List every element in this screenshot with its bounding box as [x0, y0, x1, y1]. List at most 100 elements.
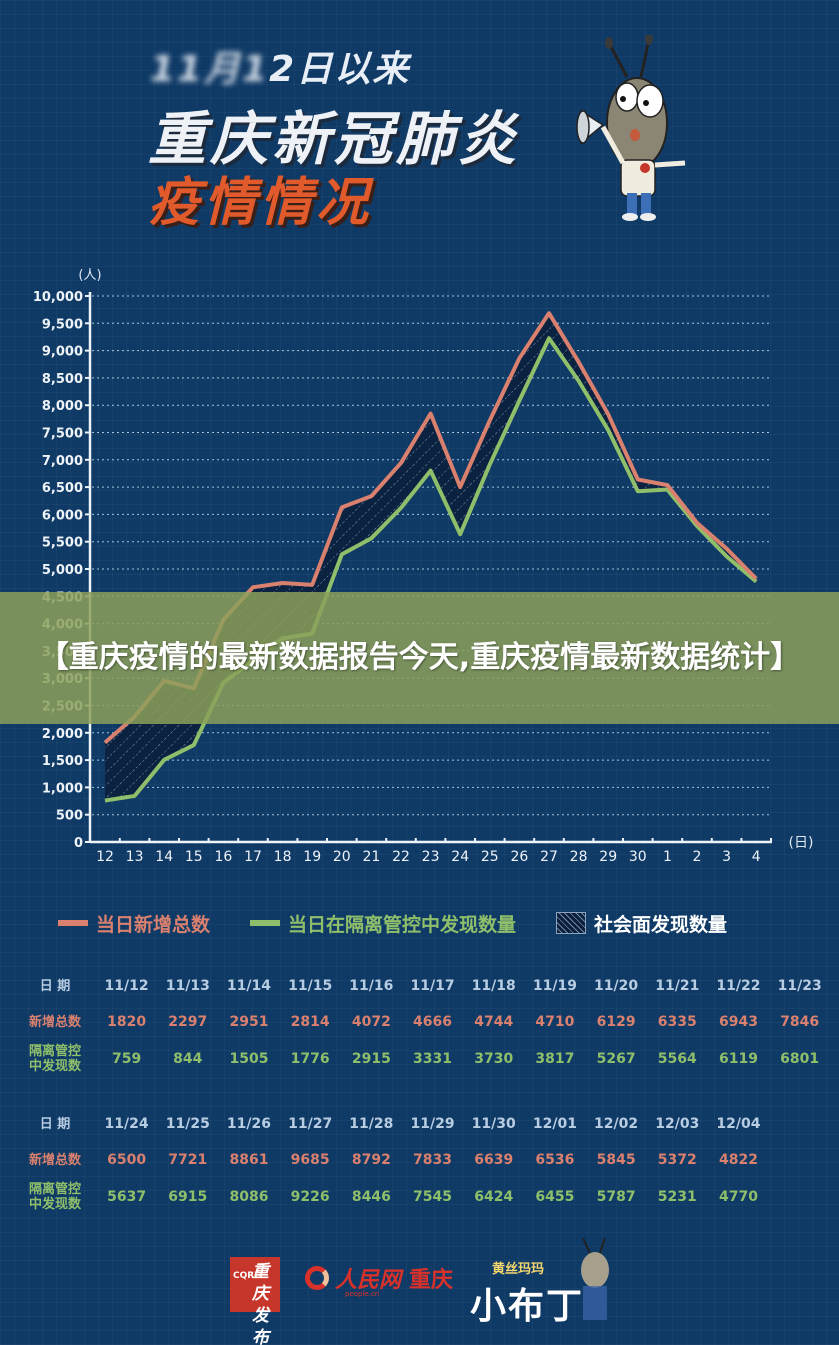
x-tick-label: 3 [722, 849, 731, 865]
logo3-small: 黄丝玛玛 [492, 1262, 545, 1277]
legend-label: 社会面发现数量 [594, 913, 728, 936]
logo1-letters: CQRE [233, 1271, 261, 1281]
row-header-date: 日 期 [39, 978, 71, 994]
table-cell-quarantine: 4770 [718, 1189, 758, 1205]
table-row-dates: 日 期 11/12 11/13 11/14 11/15 11/16 11/17 11/18 1… [14, 975, 839, 997]
legend-label: 当日在隔离管控中发现数量 [288, 913, 517, 936]
logo2-sub: people.cn [345, 1290, 380, 1298]
y-tick-label: 6,000 [42, 508, 83, 523]
y-tick-label: 10,000 [33, 290, 83, 305]
table-cell-quarantine: 6119 [718, 1051, 758, 1067]
table-row-dates: 日 期 11/24 11/25 11/26 11/27 11/28 11/29 11/30 1… [14, 1113, 839, 1135]
table-cell-quarantine: 5564 [657, 1051, 697, 1067]
x-tick-label: 1 [663, 849, 672, 865]
logo2-city: 重庆 [409, 1268, 454, 1293]
table-cell-date: 11/18 [471, 978, 516, 994]
line-chart: 05001,0001,5002,0002,5003,0003,5004,0004… [33, 268, 814, 865]
y-tick-label: 0 [74, 836, 83, 851]
table-cell-quarantine: 1776 [290, 1051, 330, 1067]
x-axis-label: (日) [789, 835, 814, 851]
logo2-main: 人民网 [335, 1268, 402, 1293]
social-discovery-area [105, 313, 757, 801]
table-cell-total: 9685 [290, 1152, 330, 1168]
y-tick-label: 1,500 [42, 754, 83, 769]
x-tick-label: 16 [214, 849, 232, 865]
x-tick-label: 2 [693, 849, 702, 865]
table-cell-date: 11/27 [288, 1116, 333, 1132]
table-cell-quarantine: 7545 [413, 1189, 453, 1205]
table-cell-date: 11/24 [104, 1116, 149, 1132]
row-header-date: 日 期 [39, 1116, 71, 1132]
x-axis-tick-labels: 12 13 14 15 16 17 18 19 20 21 22 23 24 25 26 27 28 29 30 1 2… [96, 838, 772, 865]
x-tick-label: 13 [126, 849, 144, 865]
header-date-text: 2日以来 [269, 49, 411, 90]
table-cell-date: 11/14 [226, 978, 271, 994]
x-tick-label: 25 [481, 849, 499, 865]
table-cell-total: 2951 [229, 1014, 269, 1030]
x-tick-label: 21 [362, 849, 380, 865]
table-cell-date: 11/28 [349, 1116, 394, 1132]
table-cell-quarantine: 5267 [596, 1051, 636, 1067]
table-cell-quarantine: 8086 [229, 1189, 269, 1205]
table-cell-total: 8861 [229, 1152, 269, 1168]
legend-item-total: 当日新增总数 [58, 910, 210, 937]
table-cell-date: 11/19 [532, 978, 577, 994]
table-cell-total: 4710 [535, 1014, 575, 1030]
table-cell-total: 4822 [718, 1152, 758, 1168]
people-daily-circle-icon [305, 1266, 329, 1290]
header-date-range: 11月12日以来 [150, 40, 410, 92]
y-tick-label: 7,500 [42, 427, 83, 442]
data-table-1: 日 期 11/12 11/13 11/14 11/15 11/16 11/17 11/18 1… [14, 975, 839, 1077]
banner-text: 【重庆疫情的最新数据报告今天,重庆疫情最新数据统计】 [38, 640, 801, 675]
table-cell-quarantine: 759 [111, 1051, 142, 1067]
table-cell-total: 4072 [351, 1014, 391, 1030]
table-cell-total: 4666 [413, 1014, 453, 1030]
table-cell-quarantine: 5231 [657, 1189, 697, 1205]
table-cell-quarantine: 6915 [168, 1189, 208, 1205]
logo-chongqing-release: CQRE 重庆发布 [230, 1257, 280, 1345]
row-header-quarantine: 隔离管控中发现数 [28, 1044, 81, 1074]
table-row-total: 新增总数 6500 7721 8861 9685 8792 7833 6639 6536 584… [14, 1147, 839, 1173]
table-cell-total: 8792 [351, 1152, 391, 1168]
table-cell-date: 11/17 [410, 978, 455, 994]
table-cell-total: 7846 [780, 1014, 820, 1030]
table-cell-date: 11/26 [226, 1116, 271, 1132]
legend-hatch-icon [556, 912, 587, 934]
x-tick-label: 22 [392, 849, 410, 865]
x-tick-label: 14 [155, 849, 173, 865]
row-header-quarantine: 隔离管控中发现数 [28, 1182, 81, 1212]
table-cell-quarantine: 1505 [229, 1051, 269, 1067]
table-cell-date: 11/22 [716, 978, 761, 994]
table-cell-total: 6500 [107, 1152, 147, 1168]
legend-line-green-icon [250, 920, 281, 926]
table-cell-total: 6943 [718, 1014, 758, 1030]
y-axis-tick-labels: 05001,0001,5002,0002,5003,0003,5004,0004… [33, 290, 90, 851]
table-row-quarantine: 隔离管控中发现数 5637 6915 8086 9226 8446 7545 6424 645… [14, 1179, 839, 1215]
table-cell-total: 7721 [168, 1152, 208, 1168]
x-tick-label: 27 [540, 849, 558, 865]
x-tick-label: 15 [185, 849, 203, 865]
mascot-small-icon [581, 1238, 609, 1320]
legend-label: 当日新增总数 [96, 913, 211, 936]
table-cell-total: 6335 [657, 1014, 697, 1030]
page-subtitle: 疫情情况 [148, 173, 373, 233]
logo3-big: 小布丁 [470, 1286, 585, 1327]
x-tick-label: 26 [510, 849, 528, 865]
table-cell-date: 12/03 [655, 1116, 700, 1132]
table-cell-total: 6129 [596, 1014, 636, 1030]
x-tick-label: 23 [422, 849, 440, 865]
logo-people-daily: 人民网 people.cn 重庆 [305, 1262, 454, 1298]
y-tick-label: 9,500 [42, 317, 83, 332]
y-axis-label: (人) [78, 268, 101, 283]
table-cell-total: 6639 [474, 1152, 514, 1168]
table-cell-total: 7833 [413, 1152, 453, 1168]
table-cell-date: 11/30 [471, 1116, 516, 1132]
x-tick-label: 20 [333, 849, 351, 865]
x-tick-label: 19 [303, 849, 321, 865]
mascot-megaphone-icon [576, 35, 686, 221]
table-cell-quarantine: 5637 [107, 1189, 147, 1205]
table-cell-date: 11/20 [594, 978, 639, 994]
row-header-total: 新增总数 [28, 1152, 81, 1168]
table-cell-date: 11/21 [655, 978, 700, 994]
table-cell-quarantine: 3730 [474, 1051, 514, 1067]
